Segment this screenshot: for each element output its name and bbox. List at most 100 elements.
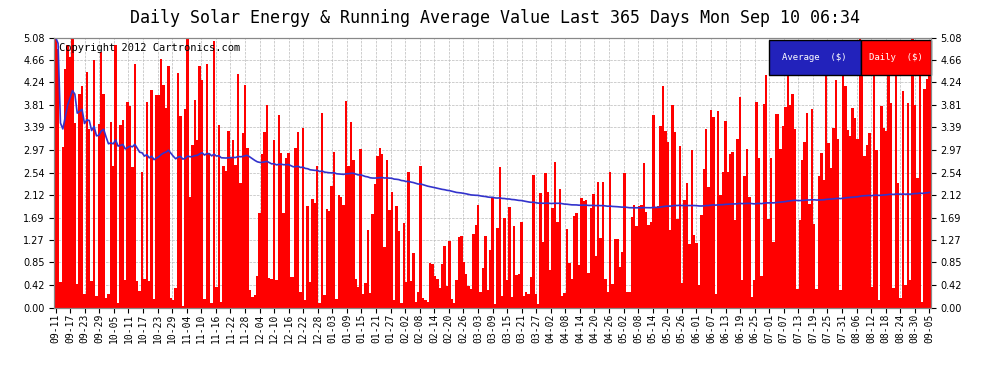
Bar: [242, 133, 245, 308]
Bar: [338, 195, 341, 308]
Bar: [248, 290, 251, 308]
Bar: [641, 206, 643, 308]
Bar: [573, 216, 575, 308]
Bar: [722, 172, 724, 308]
Bar: [336, 298, 338, 307]
Bar: [167, 66, 169, 308]
Bar: [626, 291, 628, 308]
Bar: [743, 176, 745, 308]
Bar: [71, 38, 73, 308]
Bar: [256, 276, 258, 308]
Bar: [621, 252, 624, 308]
Bar: [345, 101, 347, 308]
Bar: [892, 288, 895, 308]
Bar: [189, 197, 191, 308]
Bar: [767, 219, 770, 308]
Bar: [861, 58, 863, 308]
Bar: [703, 169, 705, 308]
Bar: [66, 45, 69, 308]
Bar: [287, 153, 290, 308]
Bar: [316, 166, 319, 308]
Bar: [452, 303, 455, 307]
Bar: [309, 282, 311, 308]
Bar: [146, 102, 148, 308]
Bar: [400, 303, 403, 307]
Bar: [484, 236, 486, 308]
Bar: [587, 273, 590, 308]
Bar: [883, 128, 885, 308]
Bar: [661, 86, 664, 308]
Bar: [388, 210, 390, 308]
Bar: [343, 205, 345, 308]
Bar: [182, 306, 184, 308]
Text: Copyright 2012 Cartronics.com: Copyright 2012 Cartronics.com: [58, 43, 241, 53]
Bar: [196, 140, 198, 308]
Bar: [782, 126, 784, 308]
Bar: [432, 264, 434, 308]
Bar: [734, 220, 737, 308]
Bar: [469, 289, 472, 308]
Bar: [856, 139, 858, 308]
Bar: [811, 109, 813, 307]
Bar: [321, 113, 324, 308]
Bar: [486, 290, 489, 308]
Bar: [194, 100, 196, 308]
Bar: [211, 303, 213, 307]
Bar: [580, 198, 582, 308]
Bar: [228, 131, 230, 308]
Bar: [184, 109, 186, 308]
Bar: [760, 276, 762, 308]
Bar: [127, 102, 129, 308]
Bar: [846, 130, 849, 308]
Bar: [352, 160, 354, 308]
Text: Daily  ($): Daily ($): [868, 53, 923, 62]
Bar: [448, 241, 450, 308]
Bar: [654, 208, 657, 308]
Bar: [282, 213, 285, 308]
Bar: [582, 201, 585, 308]
Bar: [592, 194, 595, 308]
Bar: [136, 282, 139, 308]
Bar: [218, 125, 220, 308]
Bar: [162, 85, 165, 308]
Bar: [907, 103, 909, 308]
Bar: [533, 176, 535, 308]
Bar: [220, 302, 223, 307]
Bar: [602, 182, 604, 308]
Bar: [424, 300, 427, 307]
Bar: [729, 154, 732, 308]
Bar: [789, 105, 791, 308]
Bar: [904, 285, 907, 308]
Bar: [501, 296, 503, 307]
Bar: [292, 278, 294, 308]
Bar: [78, 94, 81, 308]
Bar: [806, 113, 808, 308]
Bar: [434, 276, 437, 308]
Bar: [56, 49, 59, 308]
Bar: [467, 286, 469, 308]
Bar: [245, 85, 247, 308]
Bar: [585, 201, 587, 308]
Bar: [565, 230, 568, 308]
Bar: [737, 139, 739, 308]
Bar: [890, 102, 892, 308]
Bar: [765, 75, 767, 308]
Bar: [535, 294, 537, 307]
Bar: [110, 123, 112, 308]
Bar: [875, 150, 878, 308]
Bar: [383, 247, 386, 308]
Bar: [407, 172, 410, 308]
Bar: [444, 246, 446, 308]
Bar: [523, 296, 525, 307]
Bar: [349, 123, 352, 308]
Bar: [897, 183, 899, 308]
Bar: [64, 69, 66, 308]
Bar: [460, 236, 462, 308]
Bar: [868, 133, 870, 308]
Bar: [837, 139, 840, 308]
Bar: [417, 291, 420, 308]
Bar: [750, 297, 753, 307]
Bar: [770, 158, 772, 308]
Bar: [777, 114, 779, 308]
Bar: [390, 192, 393, 308]
